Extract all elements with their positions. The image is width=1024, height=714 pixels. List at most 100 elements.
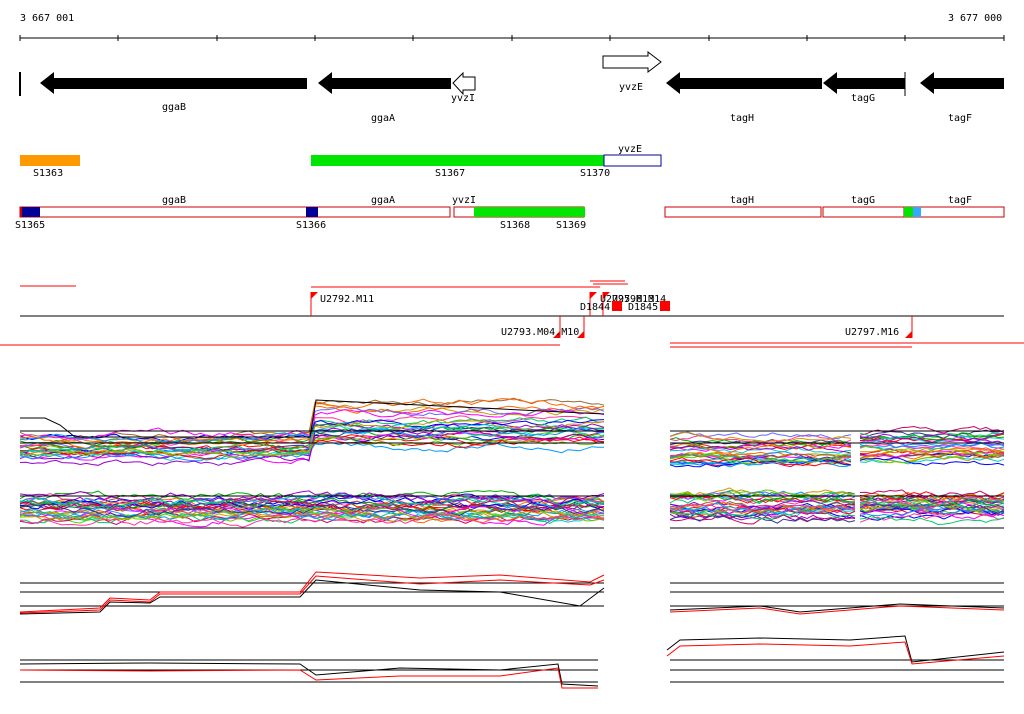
expression-panels[interactable] bbox=[19, 397, 1005, 689]
segment-yvzE[interactable] bbox=[603, 154, 662, 167]
probe-marker-M10[interactable] bbox=[577, 331, 584, 338]
ruler bbox=[19, 35, 1005, 41]
expression-line bbox=[19, 503, 605, 519]
gene-arrow-tagG[interactable] bbox=[823, 72, 905, 94]
expression-line bbox=[19, 490, 605, 503]
probe-marker-U2792[interactable] bbox=[311, 292, 318, 299]
probe-marker-U2793[interactable] bbox=[553, 331, 560, 338]
gene-arrow-tagF[interactable] bbox=[920, 72, 1004, 94]
expression-line bbox=[669, 434, 852, 444]
probe-marker-U2795[interactable] bbox=[590, 292, 597, 299]
expression-line bbox=[859, 503, 1005, 510]
probe-label-D1844: D1844 bbox=[580, 302, 610, 313]
gene-arrow-ggaA[interactable] bbox=[318, 72, 451, 94]
probe-label-U2792: U2792.M11 bbox=[320, 294, 374, 305]
expression-line bbox=[859, 456, 1005, 466]
expression-line bbox=[669, 489, 856, 502]
expression-line bbox=[859, 494, 1005, 505]
probe-label-D1845: D1845 bbox=[628, 302, 658, 313]
probe-marker-U2796[interactable] bbox=[603, 292, 610, 299]
expression-line bbox=[19, 493, 605, 507]
gene-arrow-yvzE[interactable] bbox=[602, 50, 662, 74]
expression-line bbox=[19, 398, 605, 445]
segment2-label-yvzI: yvzI bbox=[452, 195, 476, 206]
expression-line bbox=[859, 500, 1005, 513]
expression-line bbox=[19, 513, 605, 528]
segment2-label-S1369: S1369 bbox=[556, 220, 586, 231]
expression-line bbox=[859, 425, 1005, 436]
segment-track-2[interactable]: ggaB S1365 ggaA S1366 yvzI S1368 S1369 t… bbox=[15, 195, 1005, 231]
segment-track-1[interactable]: S1363 S1367 S1370 yvzE bbox=[20, 144, 662, 179]
segment2-label-ggaA: ggaA bbox=[371, 195, 395, 206]
expression-line bbox=[19, 419, 605, 443]
expression-panel-2[interactable] bbox=[19, 487, 1005, 529]
segment-label-S1363: S1363 bbox=[33, 168, 63, 179]
segment-tagG-outline[interactable] bbox=[822, 206, 905, 218]
expression-panel-1[interactable] bbox=[19, 397, 1005, 468]
expression-line bbox=[19, 442, 605, 462]
expression-line bbox=[670, 458, 852, 468]
expression-line bbox=[669, 442, 852, 454]
expression-line bbox=[669, 459, 852, 468]
segment-S1365-edge bbox=[20, 207, 22, 217]
gene-label-ggaB: ggaB bbox=[162, 102, 186, 113]
gene-label-tagH: tagH bbox=[730, 113, 754, 124]
probe-block-D1845[interactable] bbox=[660, 301, 670, 311]
gene-track[interactable]: ggaB ggaA yvzI yvzE tagH tagG tagF bbox=[19, 50, 1004, 124]
expression-line bbox=[19, 496, 605, 514]
segment-label-S1367: S1367 bbox=[435, 168, 465, 179]
expression-line bbox=[669, 507, 856, 518]
segment2-label-tagH: tagH bbox=[730, 195, 754, 206]
expression-line bbox=[19, 493, 605, 513]
segment2-label-S1365: S1365 bbox=[15, 220, 45, 231]
segment2-label-S1366: S1366 bbox=[296, 220, 326, 231]
expression-line bbox=[859, 498, 1005, 509]
expression-line bbox=[859, 432, 1005, 441]
probe-label-U2795: U2795.M13 bbox=[600, 294, 654, 305]
segment-tagH-outline[interactable] bbox=[664, 206, 822, 218]
segment2-label-tagG: tagG bbox=[851, 195, 875, 206]
expression-line bbox=[669, 460, 852, 468]
segment-label-S1370: S1370 bbox=[580, 168, 610, 179]
expression-line bbox=[859, 509, 1005, 520]
expression-line bbox=[859, 451, 1005, 459]
segment-S1366-block[interactable] bbox=[306, 207, 318, 217]
probe-track[interactable]: U2792.M11 U2795.M13 U2796.M14 D1844 D184… bbox=[0, 280, 1024, 348]
expression-line bbox=[859, 445, 1005, 456]
expression-line bbox=[859, 508, 1005, 518]
gene-label-ggaA: ggaA bbox=[371, 113, 395, 124]
segment-ggaB-outline[interactable] bbox=[19, 206, 311, 218]
expression-line bbox=[669, 493, 856, 503]
expression-line bbox=[859, 447, 1005, 458]
segment-S1365-block[interactable] bbox=[21, 207, 40, 217]
expression-line bbox=[859, 515, 1005, 526]
probe-block-D1844[interactable] bbox=[612, 301, 622, 311]
expression-panel-3[interactable] bbox=[19, 571, 1005, 615]
gene-label-yvzI: yvzI bbox=[451, 93, 475, 104]
coordinate-start: 3 667 001 bbox=[20, 13, 75, 24]
segment2-label-tagF: tagF bbox=[948, 195, 972, 206]
expression-line bbox=[19, 436, 605, 457]
segment2-label-S1368: S1368 bbox=[500, 220, 530, 231]
expression-panel-4[interactable] bbox=[19, 635, 1005, 689]
expression-line bbox=[19, 507, 605, 522]
segment-ggaA-outline[interactable] bbox=[309, 206, 451, 218]
segment2-label-ggaB: ggaB bbox=[162, 195, 186, 206]
probe-label-U2796: U2796.M14 bbox=[612, 294, 666, 305]
segment-S1367[interactable] bbox=[311, 155, 604, 166]
probe-label-U2797: U2797.M16 bbox=[845, 327, 899, 338]
expression-line bbox=[859, 489, 1005, 500]
segment-tagF-green[interactable] bbox=[904, 207, 913, 217]
gene-arrow-ggaB[interactable] bbox=[40, 72, 307, 94]
coordinate-end: 3 677 000 bbox=[948, 13, 1003, 24]
expression-line bbox=[859, 432, 1005, 441]
segment-tagF-cyan[interactable] bbox=[913, 207, 921, 217]
gene-label-yvzE: yvzE bbox=[619, 82, 643, 93]
probe-marker-U2797[interactable] bbox=[905, 331, 912, 338]
segment-S1363[interactable] bbox=[20, 155, 80, 166]
gene-arrow-tagH[interactable] bbox=[666, 72, 822, 94]
expression-line bbox=[669, 509, 856, 521]
gene-arrow-yvzI[interactable] bbox=[452, 71, 476, 96]
segment-S1368-block[interactable] bbox=[474, 207, 585, 217]
